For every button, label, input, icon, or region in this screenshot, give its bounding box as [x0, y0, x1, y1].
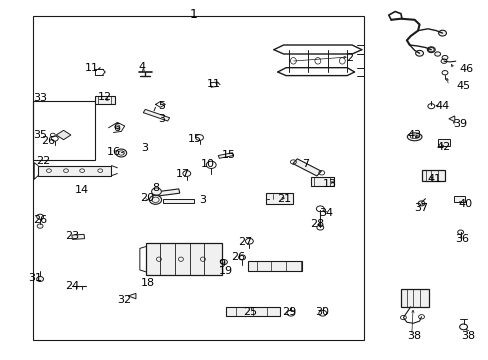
- Bar: [310, 177, 333, 186]
- Text: 15: 15: [222, 150, 235, 160]
- Ellipse shape: [116, 149, 126, 157]
- Polygon shape: [218, 153, 233, 158]
- Bar: [453, 196, 464, 202]
- Text: 45: 45: [456, 81, 469, 91]
- Text: 44: 44: [434, 101, 449, 111]
- Text: 38: 38: [407, 330, 421, 341]
- Ellipse shape: [149, 195, 161, 204]
- Text: 3: 3: [199, 195, 206, 205]
- Bar: [145, 243, 221, 275]
- Bar: [225, 307, 279, 316]
- Text: 30: 30: [314, 307, 328, 318]
- Text: 42: 42: [436, 142, 450, 152]
- Ellipse shape: [407, 133, 421, 141]
- Text: 36: 36: [454, 234, 468, 244]
- Text: 19: 19: [219, 266, 232, 276]
- Bar: [95, 96, 115, 104]
- Bar: [421, 170, 444, 181]
- Text: 22: 22: [36, 156, 50, 166]
- Text: 29: 29: [282, 307, 296, 318]
- Text: 35: 35: [33, 130, 47, 140]
- Text: 43: 43: [407, 130, 421, 140]
- Polygon shape: [128, 293, 136, 299]
- Text: 10: 10: [201, 159, 214, 169]
- Polygon shape: [56, 130, 71, 140]
- Polygon shape: [292, 159, 321, 176]
- Text: 11: 11: [85, 63, 99, 73]
- Text: 23: 23: [65, 231, 79, 241]
- Text: 7: 7: [302, 159, 308, 169]
- Circle shape: [417, 201, 424, 206]
- Polygon shape: [162, 199, 194, 203]
- Circle shape: [415, 50, 423, 56]
- Text: 26: 26: [231, 252, 245, 262]
- Text: 5: 5: [158, 101, 164, 111]
- Text: 37: 37: [414, 203, 427, 213]
- Text: 26: 26: [41, 136, 55, 146]
- Text: 33: 33: [33, 93, 47, 103]
- Text: 24: 24: [65, 281, 80, 291]
- Circle shape: [151, 188, 161, 195]
- Polygon shape: [72, 234, 84, 239]
- Polygon shape: [448, 116, 454, 122]
- Text: 31: 31: [28, 273, 42, 283]
- Text: 3: 3: [141, 143, 147, 153]
- Text: 39: 39: [453, 119, 467, 129]
- Text: 46: 46: [459, 64, 473, 74]
- Circle shape: [441, 55, 447, 60]
- Text: 41: 41: [427, 174, 440, 184]
- Text: 20: 20: [141, 193, 154, 203]
- Text: 8: 8: [152, 183, 159, 193]
- Text: 3: 3: [158, 114, 164, 124]
- Text: 14: 14: [75, 185, 89, 195]
- Text: 21: 21: [277, 194, 291, 204]
- Text: 25: 25: [243, 307, 257, 318]
- Bar: [38, 166, 111, 176]
- Text: 26: 26: [33, 215, 47, 225]
- Bar: [400, 289, 428, 307]
- Text: 12: 12: [98, 92, 112, 102]
- Text: 17: 17: [176, 168, 190, 179]
- Circle shape: [434, 52, 440, 56]
- Circle shape: [427, 48, 433, 52]
- Polygon shape: [154, 189, 180, 196]
- Text: 4: 4: [138, 62, 145, 72]
- Text: 32: 32: [118, 294, 131, 305]
- Circle shape: [37, 224, 43, 228]
- Text: 13: 13: [323, 179, 336, 189]
- Bar: [437, 139, 449, 146]
- Text: 34: 34: [319, 208, 333, 218]
- Bar: [33, 101, 95, 160]
- Circle shape: [427, 47, 434, 53]
- Bar: [248, 261, 302, 271]
- Polygon shape: [265, 193, 292, 204]
- Text: 6: 6: [113, 123, 120, 133]
- Bar: [33, 16, 364, 340]
- Text: 38: 38: [461, 330, 474, 341]
- Circle shape: [438, 30, 446, 36]
- Text: 16: 16: [106, 147, 120, 157]
- Text: 9: 9: [218, 258, 224, 269]
- Text: 18: 18: [141, 278, 154, 288]
- Ellipse shape: [37, 276, 43, 282]
- Text: 15: 15: [187, 134, 201, 144]
- Text: 2: 2: [346, 53, 352, 63]
- Polygon shape: [143, 109, 169, 121]
- Text: 27: 27: [238, 237, 252, 247]
- Text: 28: 28: [309, 219, 324, 229]
- Text: 1: 1: [189, 8, 197, 21]
- Text: 40: 40: [458, 199, 471, 210]
- Text: 11: 11: [207, 78, 221, 89]
